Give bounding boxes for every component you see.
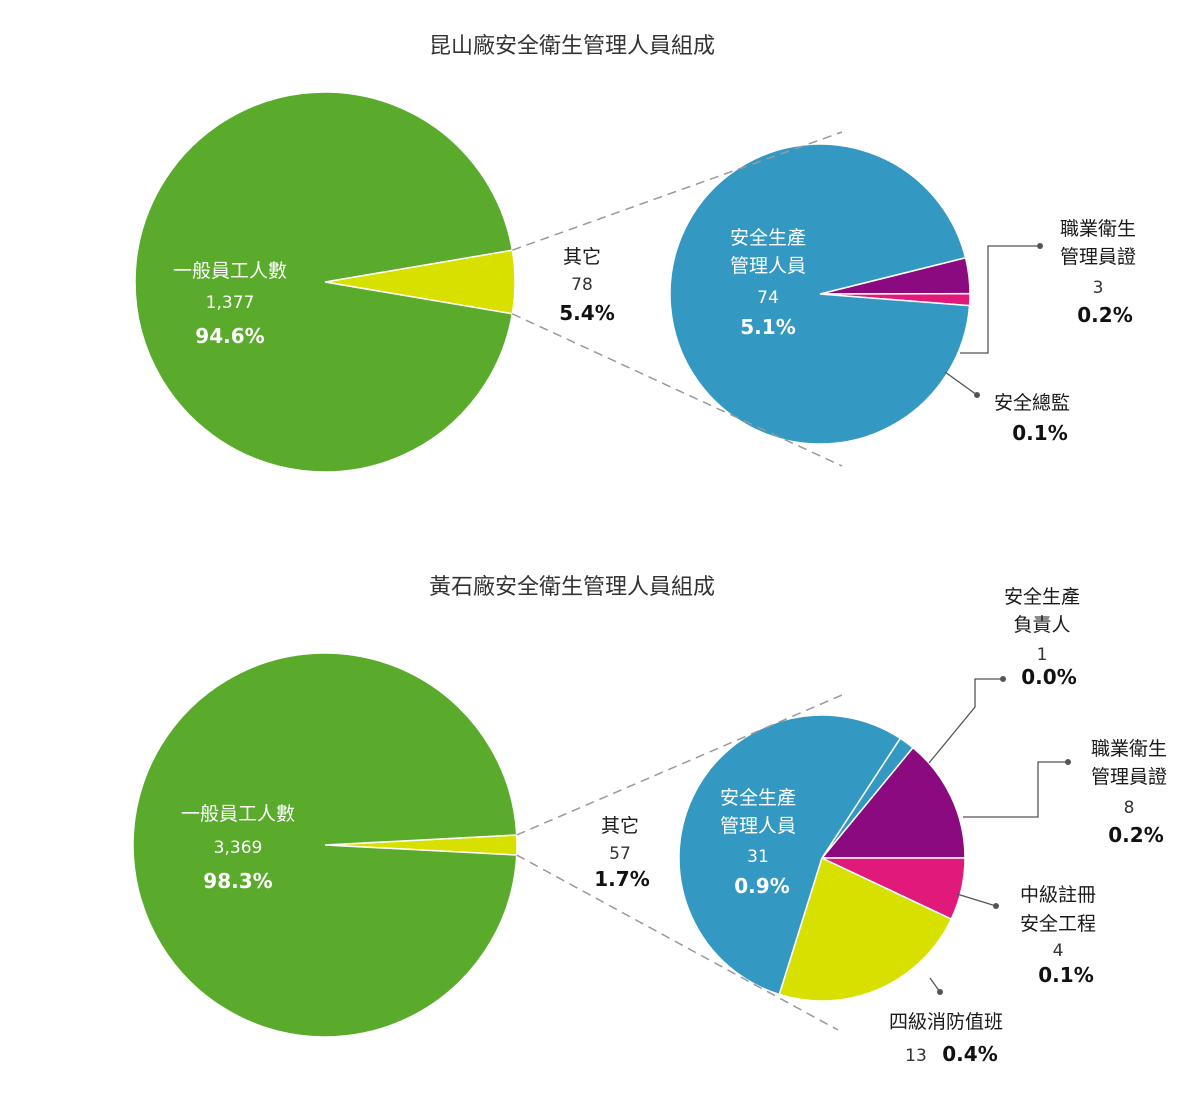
leader-dot bbox=[993, 903, 999, 909]
leader-line bbox=[928, 678, 1003, 764]
slice-value: 13 bbox=[905, 1046, 927, 1066]
slice-value: 57 bbox=[609, 844, 631, 864]
chart-title: 黃石廠安全衛生管理人員組成 bbox=[429, 575, 715, 600]
leader-line bbox=[960, 245, 1040, 354]
leader-line bbox=[956, 893, 997, 907]
pie-slice bbox=[821, 857, 966, 921]
main-pie bbox=[132, 652, 518, 1038]
pie-slice bbox=[678, 714, 902, 996]
pie-slice bbox=[820, 746, 966, 859]
connector-line bbox=[512, 131, 843, 251]
slice-percent: 0.1% bbox=[1038, 963, 1093, 987]
slice-label: 四級消防值班 bbox=[889, 1011, 1003, 1033]
slice-percent: 0.2% bbox=[1077, 303, 1132, 327]
slice-percent: 0.1% bbox=[1012, 421, 1067, 445]
main-pie bbox=[134, 91, 516, 473]
slice-label: 其它 bbox=[563, 246, 601, 268]
kunshan-chart: 昆山廠安全衛生管理人員組成 一般員工人數 1,377 94.6% 其它 78 5… bbox=[134, 34, 1136, 473]
leader-line bbox=[944, 371, 978, 396]
slice-label: 管理人員 bbox=[720, 815, 796, 837]
slice-percent: 5.1% bbox=[740, 315, 795, 339]
leader-dot bbox=[1065, 759, 1071, 765]
leader-dot bbox=[1037, 243, 1043, 249]
slice-label: 一般員工人數 bbox=[181, 803, 295, 825]
chart-title: 昆山廠安全衛生管理人員組成 bbox=[429, 34, 715, 59]
leader-dot bbox=[1000, 676, 1006, 682]
connector-line bbox=[516, 854, 839, 1031]
slice-percent: 5.4% bbox=[559, 301, 614, 325]
slice-label: 職業衛生 bbox=[1091, 738, 1167, 760]
slice-value: 78 bbox=[571, 275, 593, 295]
slice-label: 負責人 bbox=[1013, 614, 1070, 636]
slice-value: 3 bbox=[1093, 278, 1104, 298]
pie-slice bbox=[669, 143, 971, 445]
slice-label: 安全總監 bbox=[994, 392, 1070, 414]
slice-label: 安全工程 bbox=[1020, 913, 1096, 935]
slice-value: 74 bbox=[757, 288, 779, 308]
leader-dot bbox=[974, 392, 980, 398]
pie-slice bbox=[134, 91, 514, 473]
slice-label: 安全生產 bbox=[720, 787, 796, 809]
slice-label: 管理員證 bbox=[1091, 766, 1167, 788]
sub-pie bbox=[669, 143, 971, 445]
slice-value: 4 bbox=[1053, 941, 1064, 961]
slice-label: 安全生產 bbox=[1004, 586, 1080, 608]
slice-label: 一般員工人數 bbox=[173, 260, 287, 282]
slice-value: 1,377 bbox=[206, 293, 255, 313]
slice-label: 管理人員 bbox=[730, 255, 806, 277]
slice-label: 中級註冊 bbox=[1020, 884, 1096, 906]
slice-value: 8 bbox=[1124, 798, 1135, 818]
slice-percent: 0.4% bbox=[942, 1042, 997, 1066]
sub-pie bbox=[678, 714, 966, 1002]
slice-percent: 0.0% bbox=[1021, 665, 1076, 689]
slice-value: 1 bbox=[1037, 645, 1048, 665]
leader-line bbox=[963, 761, 1068, 818]
connector-lines bbox=[511, 131, 843, 467]
slice-percent: 0.9% bbox=[734, 874, 789, 898]
leader-dot bbox=[937, 989, 943, 995]
slice-percent: 94.6% bbox=[195, 324, 264, 348]
pie-slice bbox=[778, 856, 953, 1002]
connector-lines bbox=[516, 694, 843, 1031]
slice-value: 3,369 bbox=[214, 838, 263, 858]
slice-label: 安全生產 bbox=[730, 227, 806, 249]
slice-percent: 0.2% bbox=[1108, 823, 1163, 847]
slice-label: 管理員證 bbox=[1060, 246, 1136, 268]
pie-slice bbox=[132, 652, 518, 1038]
slice-value: 31 bbox=[747, 847, 769, 867]
slice-label: 職業衛生 bbox=[1060, 218, 1136, 240]
slice-percent: 1.7% bbox=[594, 867, 649, 891]
huangshi-chart: 黃石廠安全衛生管理人員組成 一般員工人數 3,369 98.3% 其它 57 1… bbox=[132, 575, 1167, 1066]
slice-label: 其它 bbox=[601, 815, 639, 837]
slice-percent: 98.3% bbox=[203, 869, 272, 893]
connector-line bbox=[511, 313, 843, 467]
